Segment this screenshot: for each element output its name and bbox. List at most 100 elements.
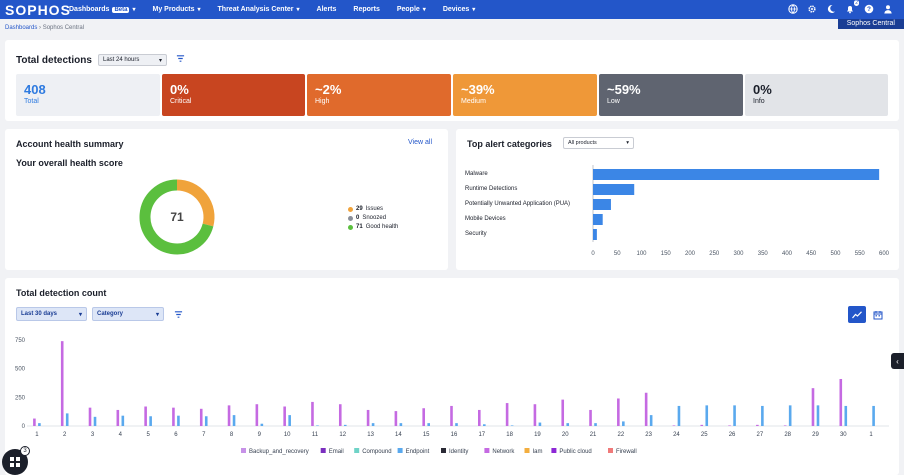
legend-label: Network xyxy=(492,449,515,455)
category-select[interactable]: Category ▾ xyxy=(92,307,164,321)
legend-snoozed[interactable]: 0 Snoozed xyxy=(348,215,398,221)
line-chart-toggle[interactable] xyxy=(848,306,866,323)
count-bar xyxy=(121,415,125,426)
count-bar xyxy=(617,398,620,426)
x-tick-label: 1 xyxy=(35,432,39,438)
count-bar xyxy=(144,406,147,426)
count-bar xyxy=(260,423,264,426)
detections-range-select[interactable]: Last 24 hours ▾ xyxy=(98,54,167,66)
count-bar xyxy=(177,415,180,426)
count-bar xyxy=(427,423,430,426)
tile-low[interactable]: ~59% Low xyxy=(599,74,743,116)
breadcrumb: Dashboards › Sophos Central xyxy=(5,25,84,31)
legend-swatch xyxy=(354,448,360,453)
x-tick-label: 20 xyxy=(562,432,569,438)
breadcrumb-dashboards[interactable]: Dashboards xyxy=(5,25,38,31)
y-tick-label: 500 xyxy=(15,367,26,373)
nav-people-label: People xyxy=(396,6,420,13)
legend-swatch xyxy=(397,448,403,453)
globe-icon[interactable] xyxy=(787,3,799,15)
legend-good-health[interactable]: 71 Good health xyxy=(348,224,398,230)
filter-icon[interactable] xyxy=(174,310,183,321)
nav-dashboards-label: Dashboards xyxy=(69,6,110,13)
view-all-link[interactable]: View all xyxy=(408,139,432,146)
account-health-card: Account health summary View all Your ove… xyxy=(5,129,448,270)
count-bar xyxy=(700,424,704,426)
bell-icon[interactable]: 2 xyxy=(844,0,859,15)
moon-icon[interactable] xyxy=(825,3,837,15)
legend-swatch xyxy=(441,448,446,453)
count-bar xyxy=(644,392,648,426)
good-health-label: Good health xyxy=(365,224,399,230)
tile-low-label: Low xyxy=(607,98,620,105)
sophos-logo[interactable]: SOPHOS xyxy=(5,1,71,18)
x-tick-label: 350 xyxy=(758,251,769,257)
issues-label: Issues xyxy=(365,206,384,212)
good-health-count: 71 xyxy=(356,224,363,230)
tile-total-label: Total xyxy=(24,98,39,105)
x-tick-label: 13 xyxy=(367,432,374,438)
legend-label: Firewall xyxy=(616,449,637,455)
chevron-down-icon: ▾ xyxy=(472,7,476,13)
x-tick-label: 5 xyxy=(146,432,150,438)
nav-people[interactable]: People ▾ xyxy=(397,6,426,13)
count-bar xyxy=(343,424,347,426)
tile-critical-value: 0% xyxy=(170,82,189,97)
chevron-down-icon: ▾ xyxy=(155,311,159,318)
tile-info[interactable]: 0% Info xyxy=(745,74,888,116)
tenant-label[interactable]: Sophos Central xyxy=(837,19,904,29)
x-tick-label: 550 xyxy=(855,251,866,257)
tile-medium[interactable]: ~39% Medium xyxy=(453,74,597,116)
breadcrumb-separator: › xyxy=(39,25,43,31)
count-bar xyxy=(510,425,514,426)
nav-threat-analysis-center[interactable]: Threat Analysis Center ▾ xyxy=(218,6,300,13)
x-tick-label: 3 xyxy=(91,432,95,438)
count-bar xyxy=(283,406,286,426)
nav-devices[interactable]: Devices ▾ xyxy=(443,6,475,13)
category-bar xyxy=(593,184,635,195)
svg-text:?: ? xyxy=(867,6,871,13)
legend-issues[interactable]: 29 Issues xyxy=(348,206,398,212)
x-tick-label: 150 xyxy=(661,251,672,257)
legend-label: Iam xyxy=(533,449,543,455)
alert-categories-chart: Malware Runtime Detections Potentially Unw… xyxy=(465,165,890,257)
assistant-button[interactable]: 3 xyxy=(2,446,30,475)
tile-high[interactable]: ~2% High xyxy=(307,74,451,116)
x-tick-label: 26 xyxy=(729,432,736,438)
x-tick-label: 450 xyxy=(806,251,817,257)
count-bar xyxy=(566,423,570,426)
count-bar xyxy=(149,416,152,426)
category-bar xyxy=(593,169,880,180)
line-chart-icon xyxy=(852,310,862,318)
category-bar xyxy=(593,214,603,225)
x-tick-label: 18 xyxy=(506,432,513,438)
side-panel-handle[interactable]: ‹ xyxy=(891,353,904,369)
user-icon[interactable] xyxy=(882,3,894,15)
tile-total-value: 408 xyxy=(24,82,46,97)
legend-label: Endpoint xyxy=(406,449,430,455)
x-tick-label: 6 xyxy=(174,432,178,438)
nav-alerts[interactable]: Alerts xyxy=(317,6,337,13)
nav-my-products[interactable]: My Products ▾ xyxy=(153,6,201,13)
nav-dashboards[interactable]: Dashboards Beta ▾ xyxy=(69,6,136,13)
x-tick-label: 300 xyxy=(733,251,744,257)
count-bar xyxy=(116,409,120,426)
calendar-toggle[interactable] xyxy=(869,306,887,323)
tile-total[interactable]: 408 Total xyxy=(16,74,160,116)
health-donut-chart: 71 xyxy=(139,179,215,255)
filter-icon[interactable] xyxy=(176,54,185,65)
count-bar xyxy=(232,415,236,426)
count-bar xyxy=(761,405,764,426)
category-bar xyxy=(593,199,611,210)
help-icon[interactable]: ? xyxy=(863,3,875,15)
count-bar xyxy=(311,401,314,426)
tile-critical[interactable]: 0% Critical xyxy=(162,74,305,116)
count-bar xyxy=(783,425,787,426)
products-select[interactable]: All products ▾ xyxy=(563,137,634,149)
x-tick-label: 17 xyxy=(478,432,485,438)
beta-badge: Beta xyxy=(112,6,130,13)
count-range-select[interactable]: Last 30 days ▾ xyxy=(16,307,87,321)
nav-reports[interactable]: Reports xyxy=(353,6,379,13)
gear-icon[interactable] xyxy=(806,3,818,15)
